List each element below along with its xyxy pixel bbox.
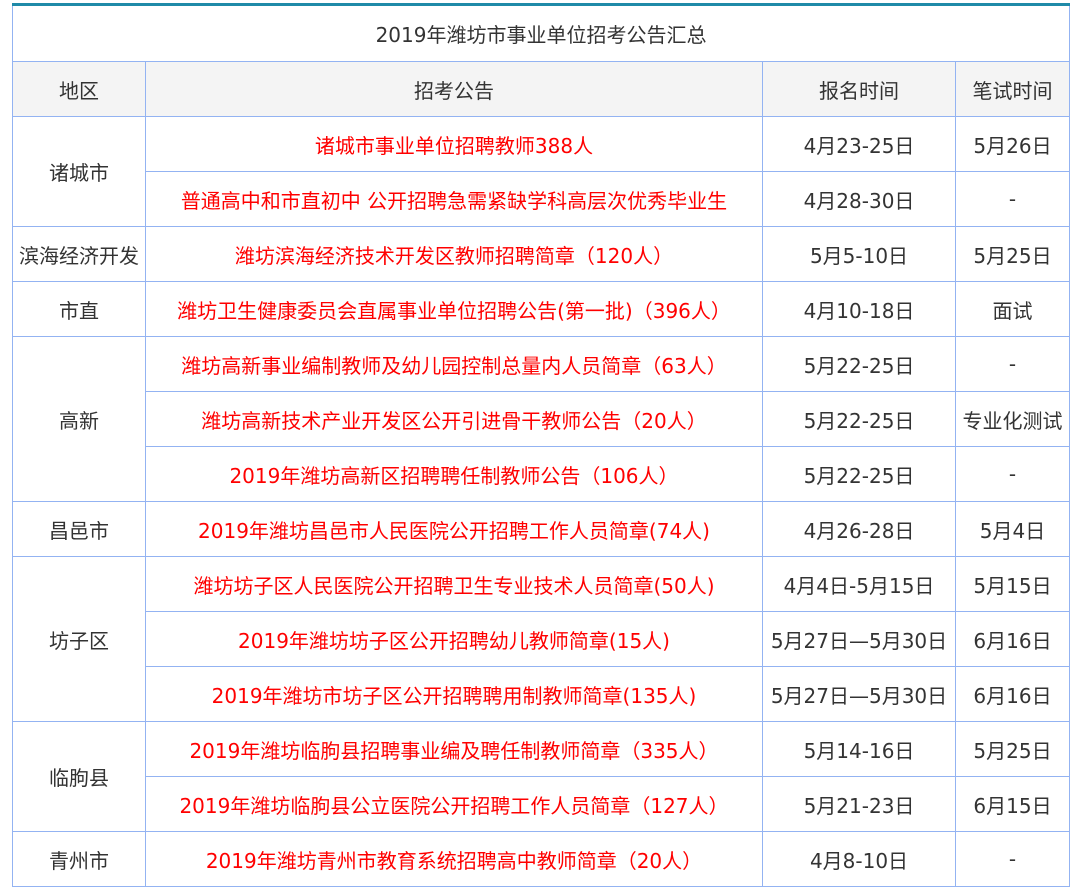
announcement-link[interactable]: 2019年潍坊市坊子区公开招聘聘用制教师简章(135人) — [145, 666, 763, 722]
table-row: 市直 潍坊卫生健康委员会直属事业单位招聘公告(第一批)（396人） 4月10-18日… — [12, 281, 1071, 337]
header-announcement: 招考公告 — [145, 61, 763, 117]
region-cell: 滨海经济开发 — [12, 226, 146, 282]
signup-time-cell: 4月23-25日 — [762, 116, 956, 172]
signup-time-cell: 5月27日—5月30日 — [762, 666, 956, 722]
exam-time-cell: 5月4日 — [954, 501, 1071, 557]
signup-time-cell: 5月22-25日 — [762, 446, 956, 502]
table-row: 2019年潍坊临朐县公立医院公开招聘工作人员简章（127人） 5月21-23日 6月… — [13, 776, 1071, 832]
announcement-link[interactable]: 潍坊滨海经济技术开发区教师招聘简章（120人） — [145, 226, 763, 282]
announcement-link[interactable]: 2019年潍坊临朐县公立医院公开招聘工作人员简章（127人） — [145, 776, 763, 832]
exam-time-cell: 5月15日 — [954, 556, 1071, 612]
table-row: 高新 潍坊高新事业编制教师及幼儿园控制总量内人员简章（63人） 5月22-25日 - — [12, 336, 1071, 502]
table-row: 坊子区 潍坊坊子区人民医院公开招聘卫生专业技术人员简章(50人) 4月4日-5月15… — [12, 556, 1071, 722]
table-row: 2019年潍坊坊子区公开招聘幼儿教师简章(15人) 5月27日—5月30日 6月16… — [13, 611, 1071, 667]
table-row: 2019年潍坊市坊子区公开招聘聘用制教师简章(135人) 5月27日—5月30日 6… — [13, 666, 1071, 722]
announcement-link[interactable]: 2019年潍坊高新区招聘聘任制教师公告（106人） — [145, 446, 763, 502]
region-cell: 诸城市 — [12, 116, 146, 227]
exam-time-cell: - — [954, 336, 1071, 392]
signup-time-cell: 4月28-30日 — [762, 171, 956, 227]
region-cell: 坊子区 — [12, 556, 146, 722]
exam-time-cell: 5月25日 — [954, 721, 1071, 777]
announcement-link[interactable]: 2019年潍坊临朐县招聘事业编及聘任制教师简章（335人） — [145, 721, 763, 777]
region-cell: 临朐县 — [12, 721, 146, 832]
table-row: 昌邑市 2019年潍坊昌邑市人民医院公开招聘工作人员简章(74人) 4月26-28日… — [12, 501, 1071, 557]
header-region: 地区 — [12, 61, 146, 117]
signup-time-cell: 5月5-10日 — [762, 226, 956, 282]
announcement-link[interactable]: 2019年潍坊昌邑市人民医院公开招聘工作人员简章(74人) — [145, 501, 763, 557]
header-exam-time: 笔试时间 — [954, 61, 1071, 117]
table-row: 潍坊高新技术产业开发区公开引进骨干教师公告（20人） 5月22-25日 专业化测试 — [13, 391, 1071, 447]
announcement-link[interactable]: 诸城市事业单位招聘教师388人 — [145, 116, 763, 172]
header-signup-time: 报名时间 — [762, 61, 956, 117]
signup-time-cell: 4月4日-5月15日 — [762, 556, 956, 612]
announcement-link[interactable]: 潍坊卫生健康委员会直属事业单位招聘公告(第一批)（396人） — [145, 281, 763, 337]
signup-time-cell: 5月22-25日 — [762, 336, 956, 392]
table-row: 普通高中和市直初中 公开招聘急需紧缺学科高层次优秀毕业生 4月28-30日 - — [13, 171, 1071, 227]
announcement-link[interactable]: 普通高中和市直初中 公开招聘急需紧缺学科高层次优秀毕业生 — [145, 171, 763, 227]
exam-time-cell: 6月15日 — [954, 776, 1071, 832]
region-cell: 市直 — [12, 281, 146, 337]
signup-time-cell: 5月14-16日 — [762, 721, 956, 777]
table-row: 临朐县 2019年潍坊临朐县招聘事业编及聘任制教师简章（335人） 5月14-16日… — [12, 721, 1071, 832]
signup-time-cell: 4月10-18日 — [762, 281, 956, 337]
signup-time-cell: 5月22-25日 — [762, 391, 956, 447]
signup-time-cell: 4月8-10日 — [762, 831, 956, 887]
exam-time-cell: - — [954, 831, 1071, 887]
exam-time-cell: - — [954, 446, 1071, 502]
exam-time-cell: 5月26日 — [954, 116, 1071, 172]
announcement-link[interactable]: 2019年潍坊青州市教育系统招聘高中教师简章（20人） — [145, 831, 763, 887]
region-cell: 昌邑市 — [12, 501, 146, 557]
exam-time-cell: - — [954, 171, 1071, 227]
table-row: 青州市 2019年潍坊青州市教育系统招聘高中教师简章（20人） 4月8-10日 - — [12, 831, 1071, 887]
table-row: 滨海经济开发 潍坊滨海经济技术开发区教师招聘简章（120人） 5月5-10日 5月25… — [12, 226, 1071, 282]
signup-time-cell: 5月27日—5月30日 — [762, 611, 956, 667]
exam-time-cell: 5月25日 — [954, 226, 1071, 282]
table-row: 诸城市 诸城市事业单位招聘教师388人 4月23-25日 5月26日 — [12, 116, 1071, 227]
exam-time-cell: 面试 — [954, 281, 1071, 337]
announcement-link[interactable]: 潍坊高新事业编制教师及幼儿园控制总量内人员简章（63人） — [145, 336, 763, 392]
announcement-link[interactable]: 潍坊高新技术产业开发区公开引进骨干教师公告（20人） — [145, 391, 763, 447]
table-title: 2019年潍坊市事业单位招考公告汇总 — [11, 4, 1071, 62]
exam-time-cell: 6月16日 — [954, 611, 1071, 667]
recruitment-table: 2019年潍坊市事业单位招考公告汇总 地区 招考公告 报名时间 笔试时间 诸城市… — [11, 3, 1071, 887]
region-cell: 高新 — [12, 336, 146, 502]
exam-time-cell: 专业化测试 — [954, 391, 1071, 447]
announcement-link[interactable]: 潍坊坊子区人民医院公开招聘卫生专业技术人员简章(50人) — [145, 556, 763, 612]
exam-time-cell: 6月16日 — [954, 666, 1071, 722]
table-row: 2019年潍坊高新区招聘聘任制教师公告（106人） 5月22-25日 - — [13, 446, 1071, 502]
announcement-link[interactable]: 2019年潍坊坊子区公开招聘幼儿教师简章(15人) — [145, 611, 763, 667]
signup-time-cell: 4月26-28日 — [762, 501, 956, 557]
region-cell: 青州市 — [12, 831, 146, 887]
signup-time-cell: 5月21-23日 — [762, 776, 956, 832]
